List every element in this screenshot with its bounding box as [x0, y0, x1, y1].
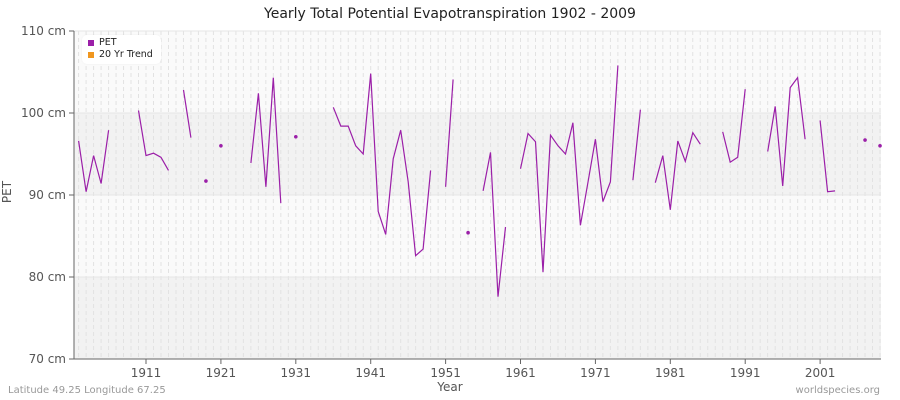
data-point	[294, 134, 298, 139]
x-tick-label: 1931	[281, 366, 312, 380]
data-point	[878, 144, 882, 148]
pet-line-segment	[445, 79, 454, 187]
x-tick-label: 1921	[206, 366, 237, 380]
band-70-80	[74, 277, 881, 359]
pet-line-segment	[819, 120, 836, 193]
band-90-100	[74, 113, 881, 195]
legend-label-trend: 20 Yr Trend	[99, 49, 153, 60]
x-tick-label: 2001	[805, 366, 836, 380]
x-tick-label: 1911	[131, 366, 162, 380]
source-credit: worldspecies.org	[795, 385, 880, 396]
y-tick-label: 70 cm	[29, 352, 66, 366]
x-axis-label: Year	[437, 380, 463, 394]
legend-item-trend: 20 Yr Trend	[88, 49, 153, 61]
pet-line-segment	[767, 76, 806, 187]
legend: PET 20 Yr Trend	[82, 35, 161, 64]
legend-item-pet: PET	[88, 37, 153, 49]
legend-label-pet: PET	[99, 37, 117, 48]
pet-line-segment	[182, 89, 192, 138]
pet-line-segment	[78, 130, 110, 192]
pet-line-segment	[137, 110, 170, 171]
data-point	[466, 230, 470, 235]
pet-line-segment	[722, 89, 746, 164]
coordinates-caption: Latitude 49.25 Longitude 67.25	[8, 385, 166, 396]
x-tick-label: 1981	[655, 366, 686, 380]
data-point	[863, 138, 867, 142]
y-tick-label: 90 cm	[29, 188, 66, 202]
y-tick-label: 100 cm	[21, 106, 66, 120]
pet-line-segment	[519, 65, 619, 273]
pet-swatch-icon	[88, 40, 94, 46]
pet-line-segment	[482, 152, 507, 297]
x-tick-label: 1961	[505, 366, 536, 380]
x-tick-label: 1991	[730, 366, 761, 380]
chart-title: Yearly Total Potential Evapotranspiratio…	[264, 6, 636, 22]
data-point	[219, 144, 223, 148]
data-point	[204, 179, 208, 183]
x-tick-label: 1941	[355, 366, 386, 380]
y-axis-label: PET	[0, 180, 15, 204]
y-tick-label: 110 cm	[21, 24, 66, 38]
trend-swatch-icon	[88, 52, 94, 58]
pet-line-segment	[250, 77, 282, 204]
x-tick-label: 1951	[430, 366, 461, 380]
pet-line-segment	[332, 73, 432, 257]
x-tick-label: 1971	[580, 366, 611, 380]
y-tick-label: 80 cm	[29, 270, 66, 284]
pet-line-segment	[654, 131, 701, 210]
pet-line-segment	[632, 109, 641, 181]
